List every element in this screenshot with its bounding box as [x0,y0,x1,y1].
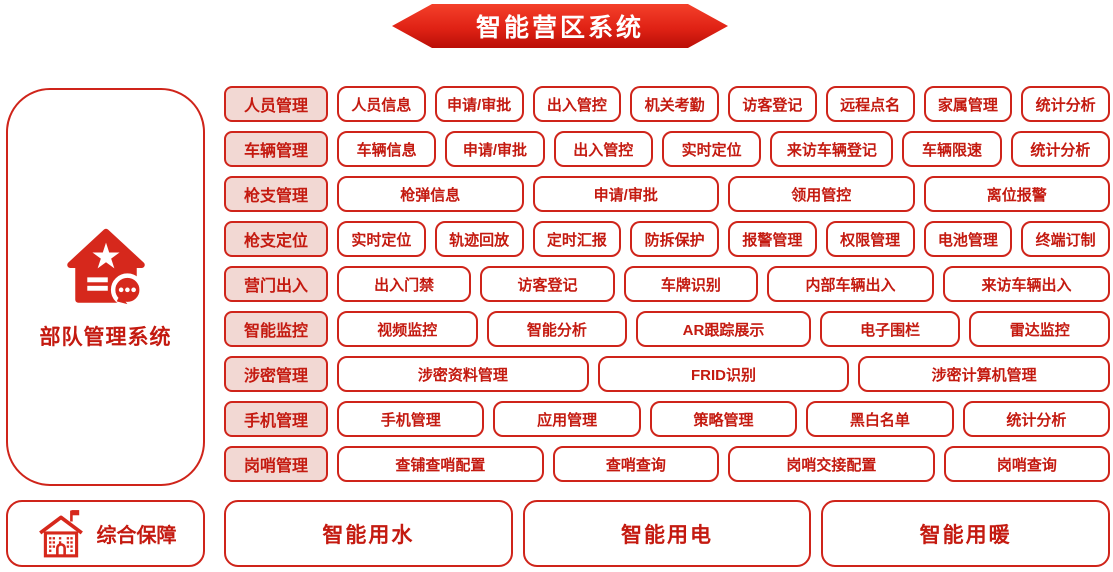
module-button: 出入管控 [553,131,653,167]
category-label: 枪支定位 [224,221,328,257]
module-button: 人员信息 [337,86,426,122]
module-row: 车辆管理 车辆信息 申请/审批 出入管控 实时定位 来访车辆登记 车辆限速 统计分析 [224,131,1111,167]
module-row-items: 人员信息 申请/审批 出入管控 机关考勤 访客登记 远程点名 家属管理 统计分析 [337,86,1110,122]
module-row-items: 枪弹信息 申请/审批 领用管控 离位报警 [337,176,1110,212]
module-button: 视频监控 [337,311,478,347]
system-title: 智能营区系统 [475,14,644,42]
module-button: 车牌识别 [623,266,759,302]
module-button: 手机管理 [337,401,485,437]
category-label: 营门出入 [224,266,328,302]
category-label: 人员管理 [224,86,328,122]
module-row: 智能监控 视频监控 智能分析 AR跟踪展示 电子围栏 雷达监控 [224,311,1111,347]
module-button: 实时定位 [337,221,426,257]
module-button: 出入门禁 [337,266,472,302]
module-row: 营门出入 出入门禁 访客登记 车牌识别 内部车辆出入 来访车辆出入 [224,266,1110,302]
module-button: 岗哨查询 [943,446,1110,482]
module-button: 统计分析 [1010,131,1111,167]
module-button: AR跟踪展示 [636,311,811,347]
module-button: 定时汇报 [532,221,622,257]
module-button: 报警管理 [728,221,817,257]
module-button: 离位报警 [923,176,1110,212]
module-button: 轨迹回放 [434,221,524,257]
category-label: 手机管理 [224,401,328,437]
module-matrix: 人员管理 人员信息 申请/审批 出入管控 机关考勤 访客登记 远程点名 家属管理 统计分析 车辆管… [224,86,1111,482]
module-button: 实时定位 [661,131,762,167]
house-star-chat-icon [66,228,145,305]
module-button: 家属管理 [923,86,1013,122]
module-button: 智能分析 [486,311,628,347]
module-button: 应用管理 [493,401,641,437]
module-button: 雷达监控 [969,311,1111,347]
module-row-items: 涉密资料管理 FRID识别 涉密计算机管理 [337,356,1111,392]
module-button: 来访车辆登记 [770,131,894,167]
category-label: 岗哨管理 [224,446,328,482]
module-row: 枪支定位 实时定位 轨迹回放 定时汇报 防拆保护 报警管理 权限管理 电池管理 终端订制 [224,221,1110,257]
utility-module-button: 智能用电 [522,500,812,567]
module-row-items: 实时定位 轨迹回放 定时汇报 防拆保护 报警管理 权限管理 电池管理 终端订制 [337,221,1110,257]
module-row: 岗哨管理 查铺查哨配置 查哨查询 岗哨交接配置 岗哨查询 [224,446,1110,482]
module-button: 电池管理 [923,221,1013,257]
module-button: 申请/审批 [445,131,545,167]
system-title-banner: 智能营区系统 [392,4,728,48]
module-button: 终端订制 [1021,221,1110,257]
module-row-items: 出入门禁 访客登记 车牌识别 内部车辆出入 来访车辆出入 [337,266,1110,302]
module-button: 查哨查询 [552,446,719,482]
module-row: 人员管理 人员信息 申请/审批 出入管控 机关考勤 访客登记 远程点名 家属管理 统计分析 [224,86,1110,122]
module-button: 领用管控 [728,176,915,212]
module-row: 手机管理 手机管理 应用管理 策略管理 黑白名单 统计分析 [224,401,1111,437]
support-title: 综合保障 [96,525,177,547]
module-button: 来访车辆出入 [943,266,1110,302]
building-flag-icon [38,509,83,557]
module-button: 黑白名单 [806,401,954,437]
module-button: 车辆信息 [337,131,437,167]
module-row-items: 车辆信息 申请/审批 出入管控 实时定位 来访车辆登记 车辆限速 统计分析 [337,131,1111,167]
module-button: 远程点名 [825,86,915,122]
module-button: 访客登记 [728,86,817,122]
module-row: 枪支管理 枪弹信息 申请/审批 领用管控 离位报警 [224,176,1110,212]
troop-management-title: 部队管理系统 [39,326,172,349]
module-button: 申请/审批 [434,86,524,122]
troop-management-panel: 部队管理系统 [6,88,205,486]
module-button: 防拆保护 [630,221,719,257]
utility-row: 智能用水 智能用电 智能用暖 [224,500,1111,567]
module-button: 统计分析 [1021,86,1110,122]
module-row-items: 视频监控 智能分析 AR跟踪展示 电子围栏 雷达监控 [337,311,1111,347]
module-button: 查铺查哨配置 [337,446,544,482]
module-button: FRID识别 [597,356,850,392]
module-button: 访客登记 [480,266,615,302]
module-button: 涉密资料管理 [337,356,589,392]
module-button: 电子围栏 [819,311,961,347]
module-button: 内部车辆出入 [767,266,935,302]
module-row-items: 手机管理 应用管理 策略管理 黑白名单 统计分析 [337,401,1111,437]
module-button: 车辆限速 [902,131,1002,167]
module-button: 策略管理 [649,401,798,437]
category-label: 涉密管理 [224,356,328,392]
module-row-items: 查铺查哨配置 查哨查询 岗哨交接配置 岗哨查询 [337,446,1110,482]
module-button: 岗哨交接配置 [728,446,935,482]
module-button: 出入管控 [532,86,622,122]
module-button: 涉密计算机管理 [858,356,1111,392]
module-button: 机关考勤 [630,86,719,122]
category-label: 智能监控 [224,311,328,347]
module-button: 枪弹信息 [337,176,524,212]
utility-module-button: 智能用暖 [821,500,1111,567]
category-label: 枪支管理 [224,176,328,212]
module-button: 权限管理 [825,221,915,257]
category-label: 车辆管理 [224,131,328,167]
module-button: 申请/审批 [532,176,719,212]
module-button: 统计分析 [962,401,1111,437]
utility-module-button: 智能用水 [224,500,513,567]
module-row: 涉密管理 涉密资料管理 FRID识别 涉密计算机管理 [224,356,1111,392]
support-panel: 综合保障 [6,500,205,567]
